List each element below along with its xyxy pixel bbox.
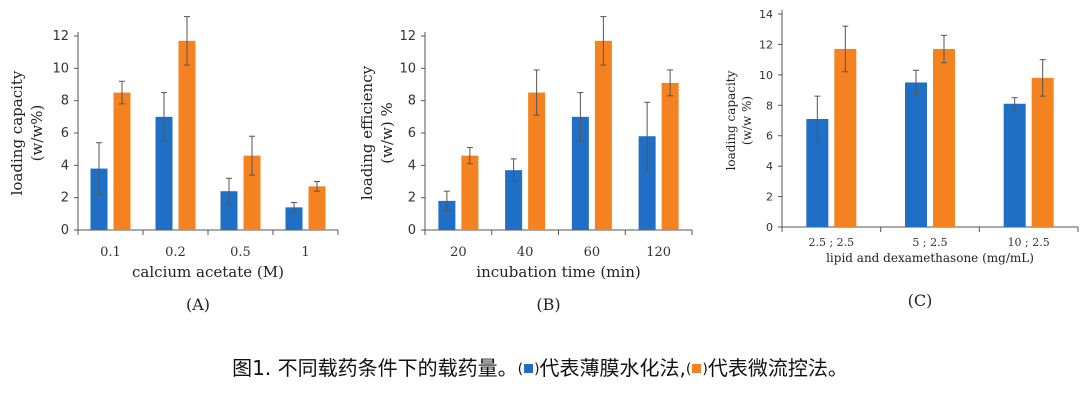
bar-orange — [594, 40, 612, 230]
bar-blue — [438, 200, 456, 230]
caption-orange-text: 代表微流控法。 — [707, 356, 848, 380]
x-axis-label: calcium acetate (M) — [132, 263, 284, 281]
y-tick-label: 6 — [766, 130, 773, 143]
y-tick-label: 0 — [61, 223, 69, 238]
y-axis-label: loading capacity — [724, 70, 738, 170]
x-tick-label: 20 — [450, 245, 467, 260]
bar-orange — [308, 186, 326, 230]
bar-orange — [461, 155, 479, 230]
y-tick-label: 0 — [766, 221, 773, 234]
y-tick-label: 12 — [52, 29, 69, 44]
y-tick-label: 10 — [52, 61, 69, 76]
x-tick-label: 0.2 — [165, 245, 186, 260]
bar-blue — [155, 116, 173, 230]
bar-blue — [638, 136, 656, 230]
y-tick-label: 12 — [399, 29, 416, 44]
x-tick-label: 1 — [301, 245, 309, 260]
y-tick-label: 6 — [61, 126, 69, 141]
x-tick-label: 2.5 ; 2.5 — [808, 236, 854, 249]
x-tick-label: 60 — [584, 245, 601, 260]
panel-label: (B) — [536, 295, 560, 314]
y-axis-label: (w/w) % — [378, 102, 396, 163]
x-tick-label: 5 ; 2.5 — [912, 236, 947, 249]
bar-blue — [90, 168, 108, 230]
bar-orange — [528, 92, 546, 230]
y-axis-label: loading capacity — [8, 70, 26, 195]
y-tick-label: 8 — [408, 94, 416, 109]
bar-orange — [933, 48, 955, 227]
y-tick-label: 10 — [399, 61, 416, 76]
orange-swatch-icon — [692, 363, 702, 373]
y-tick-label: 2 — [766, 191, 773, 204]
x-tick-label: 40 — [517, 245, 534, 260]
bar-orange — [661, 82, 679, 230]
y-tick-label: 2 — [61, 191, 69, 206]
x-tick-label: 10 ; 2.5 — [1008, 236, 1050, 249]
y-tick-label: 0 — [408, 223, 416, 238]
y-axis-label: (w/w %) — [740, 96, 754, 145]
figure-caption: 图1. 不同载药条件下的载药量。()代表薄膜水化法,()代表微流控法。 — [232, 356, 848, 380]
y-tick-label: 8 — [766, 99, 773, 112]
bar-blue — [285, 207, 303, 230]
caption-prefix: 图1. 不同载药条件下的载药量。 — [232, 356, 518, 380]
bar-orange — [834, 48, 857, 227]
bar-blue — [1003, 103, 1026, 227]
bar-orange — [113, 92, 131, 230]
y-tick-label: 14 — [759, 8, 773, 21]
panel-label: (C) — [908, 291, 933, 310]
y-axis-label: loading efficiency — [358, 65, 376, 200]
bar-orange — [178, 40, 196, 230]
y-tick-label: 2 — [408, 191, 416, 206]
caption-blue-text: 代表薄膜水化法, — [539, 356, 686, 380]
bar-blue — [220, 191, 238, 230]
x-axis-label: incubation time (min) — [476, 263, 640, 281]
x-tick-label: 0.1 — [100, 245, 121, 260]
y-tick-label: 12 — [759, 38, 773, 51]
bar-blue — [505, 170, 523, 230]
y-tick-label: 4 — [61, 158, 69, 173]
bar-orange — [243, 155, 261, 230]
y-axis-label: (w/w%) — [28, 105, 46, 162]
blue-swatch-icon — [524, 363, 534, 373]
y-tick-label: 4 — [408, 158, 416, 173]
x-tick-label: 0.5 — [230, 245, 251, 260]
x-axis-label: lipid and dexamethasone (mg/mL) — [826, 251, 1034, 265]
bar-blue — [806, 118, 829, 227]
y-tick-label: 4 — [766, 160, 773, 173]
bar-blue — [571, 116, 589, 230]
bar-blue — [905, 82, 927, 227]
bar-orange — [1031, 77, 1054, 228]
x-tick-label: 120 — [646, 245, 671, 260]
panel-label: (A) — [186, 295, 210, 314]
y-tick-label: 10 — [759, 69, 773, 82]
y-tick-label: 6 — [408, 126, 416, 141]
y-tick-label: 8 — [61, 94, 69, 109]
